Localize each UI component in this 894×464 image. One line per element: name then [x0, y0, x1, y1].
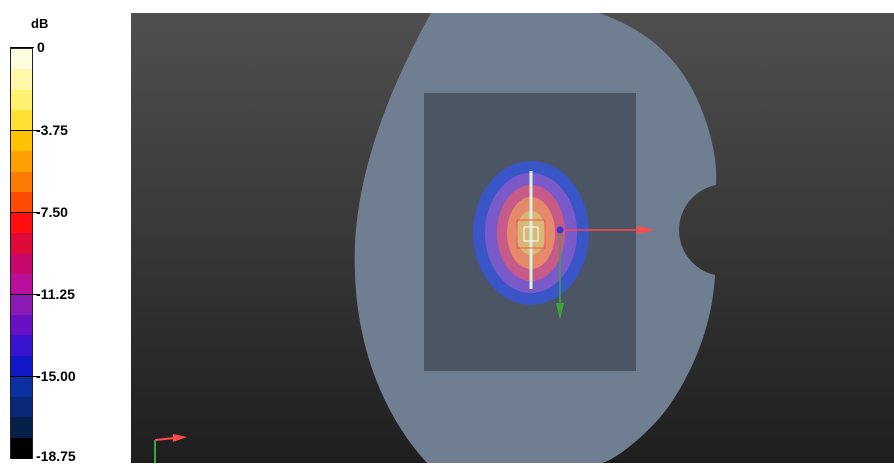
legend-tick-mark	[10, 212, 40, 213]
colorbar-legend: dB 0 -3.75 -7.50 -11.25 -15.00 -18.75	[0, 0, 128, 463]
legend-tick-mark	[10, 376, 40, 377]
colorbar-swatch	[11, 49, 32, 70]
colorbar-swatch	[11, 130, 32, 152]
colorbar-swatch	[11, 253, 32, 275]
legend-tick-mark	[10, 294, 40, 295]
legend-tick-0: 0	[37, 39, 45, 55]
colorbar-swatch	[11, 396, 32, 418]
y-axis-arrowhead	[556, 303, 564, 320]
legend-tick-mark	[10, 130, 40, 131]
colorbar-swatch	[11, 212, 32, 234]
legend-tick-5: -18.75	[36, 448, 76, 464]
colorbar-swatch	[11, 355, 32, 377]
colorbar-swatch	[11, 110, 32, 132]
colorbar-swatch	[11, 192, 32, 214]
viewport-scene	[154, 13, 717, 463]
legend-tick-3: -11.25	[36, 286, 75, 302]
colorbar-swatch	[11, 69, 32, 91]
legend-tick-4: -15.00	[36, 368, 76, 384]
probe-outer-box	[516, 219, 546, 249]
probe-inner-box	[523, 226, 539, 242]
colorbar-swatch	[11, 151, 32, 173]
orientation-triad	[154, 434, 187, 463]
3d-viewport[interactable]	[131, 13, 894, 463]
colorbar-swatch	[11, 314, 32, 336]
colorbar-swatch	[11, 335, 32, 357]
colorbar-swatch	[11, 171, 32, 193]
legend-tick-2: -7.50	[36, 204, 68, 220]
colorbar-swatch	[11, 417, 32, 439]
colorbar-swatch	[11, 89, 32, 111]
colorbar	[10, 48, 33, 459]
triad-x-arrowhead	[173, 434, 187, 442]
legend-tick-mark	[10, 47, 34, 48]
triad-x-axis	[154, 437, 176, 441]
colorbar-swatch	[11, 437, 32, 459]
x-axis-arrowhead	[637, 226, 655, 234]
legend-unit-label: dB	[31, 16, 49, 31]
colorbar-swatch	[11, 273, 32, 295]
z-axis-dot	[556, 226, 564, 234]
colorbar-swatch	[11, 294, 32, 316]
colorbar-swatch	[11, 376, 32, 398]
legend-tick-1: -3.75	[36, 122, 68, 138]
colorbar-swatch	[11, 233, 32, 255]
